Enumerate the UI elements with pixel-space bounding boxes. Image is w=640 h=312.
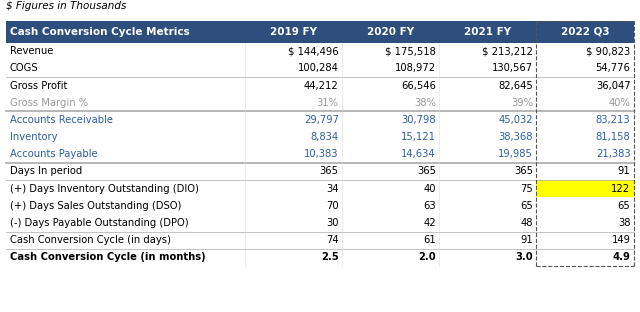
Text: Days In period: Days In period [10, 167, 82, 177]
Text: Accounts Payable: Accounts Payable [10, 149, 97, 159]
Bar [6, 111, 634, 129]
Text: 34: 34 [326, 184, 339, 194]
Text: 66,546: 66,546 [401, 80, 436, 90]
Text: $ 175,518: $ 175,518 [385, 46, 436, 56]
Text: 19,985: 19,985 [499, 149, 533, 159]
Text: 75: 75 [520, 184, 533, 194]
Text: 40: 40 [424, 184, 436, 194]
Text: 81,158: 81,158 [596, 132, 630, 142]
Text: 45,032: 45,032 [499, 115, 533, 125]
Text: 40%: 40% [609, 98, 630, 108]
Text: 149: 149 [611, 235, 630, 245]
Bar [536, 180, 634, 197]
Text: Gross Margin %: Gross Margin % [10, 98, 88, 108]
Text: 21,383: 21,383 [596, 149, 630, 159]
Text: 38: 38 [618, 218, 630, 228]
Bar [536, 21, 634, 266]
Bar [6, 232, 634, 249]
Text: 36,047: 36,047 [596, 80, 630, 90]
Text: Cash Conversion Cycle (in days): Cash Conversion Cycle (in days) [10, 235, 170, 245]
Text: 15,121: 15,121 [401, 132, 436, 142]
Text: 100,284: 100,284 [298, 63, 339, 73]
Text: 91: 91 [520, 235, 533, 245]
Text: 2020 FY: 2020 FY [367, 27, 414, 37]
Bar [6, 180, 634, 197]
Text: 8,834: 8,834 [310, 132, 339, 142]
Text: 83,213: 83,213 [596, 115, 630, 125]
Text: Cash Conversion Cycle (in months): Cash Conversion Cycle (in months) [10, 252, 205, 262]
Text: 65: 65 [618, 201, 630, 211]
Text: Cash Conversion Cycle Metrics: Cash Conversion Cycle Metrics [10, 27, 189, 37]
Bar [6, 146, 634, 163]
Text: Revenue: Revenue [10, 46, 53, 56]
Text: 365: 365 [514, 167, 533, 177]
Text: 30,798: 30,798 [401, 115, 436, 125]
Text: 65: 65 [520, 201, 533, 211]
Text: 365: 365 [417, 167, 436, 177]
Text: 2.5: 2.5 [321, 252, 339, 262]
Text: $ 144,496: $ 144,496 [288, 46, 339, 56]
Text: 108,972: 108,972 [395, 63, 436, 73]
Text: $ 90,823: $ 90,823 [586, 46, 630, 56]
Text: 61: 61 [423, 235, 436, 245]
Text: 74: 74 [326, 235, 339, 245]
Text: 48: 48 [521, 218, 533, 228]
Text: 42: 42 [423, 218, 436, 228]
Bar [6, 197, 634, 214]
Text: 3.0: 3.0 [516, 252, 533, 262]
Text: 39%: 39% [511, 98, 533, 108]
Text: Accounts Receivable: Accounts Receivable [10, 115, 113, 125]
Text: 4.9: 4.9 [612, 252, 630, 262]
Text: 91: 91 [618, 167, 630, 177]
Text: 54,776: 54,776 [596, 63, 630, 73]
Text: (-) Days Payable Outstanding (DPO): (-) Days Payable Outstanding (DPO) [10, 218, 188, 228]
Text: 44,212: 44,212 [304, 80, 339, 90]
Text: 38%: 38% [414, 98, 436, 108]
Text: 122: 122 [611, 184, 630, 194]
Bar [6, 94, 634, 111]
Text: 2022 Q3: 2022 Q3 [561, 27, 609, 37]
Text: 70: 70 [326, 201, 339, 211]
Bar [6, 214, 634, 232]
Text: 365: 365 [320, 167, 339, 177]
Bar [6, 21, 634, 43]
Text: 38,368: 38,368 [499, 132, 533, 142]
Text: $ 213,212: $ 213,212 [483, 46, 533, 56]
Text: 2.0: 2.0 [419, 252, 436, 262]
Text: 2019 FY: 2019 FY [270, 27, 317, 37]
Text: (+) Days Sales Outstanding (DSO): (+) Days Sales Outstanding (DSO) [10, 201, 181, 211]
Bar [6, 129, 634, 146]
Text: 14,634: 14,634 [401, 149, 436, 159]
Text: 130,567: 130,567 [492, 63, 533, 73]
Bar [6, 60, 634, 77]
Text: 29,797: 29,797 [304, 115, 339, 125]
Bar [6, 43, 634, 60]
Text: 10,383: 10,383 [304, 149, 339, 159]
Text: Gross Profit: Gross Profit [10, 80, 67, 90]
Bar [6, 163, 634, 180]
Text: $ Figures in Thousands: $ Figures in Thousands [6, 1, 127, 11]
Text: Inventory: Inventory [10, 132, 57, 142]
Text: 30: 30 [326, 218, 339, 228]
Text: 82,645: 82,645 [499, 80, 533, 90]
Bar [6, 249, 634, 266]
Text: (+) Days Inventory Outstanding (DIO): (+) Days Inventory Outstanding (DIO) [10, 184, 198, 194]
Text: 31%: 31% [317, 98, 339, 108]
Text: 63: 63 [423, 201, 436, 211]
Text: COGS: COGS [10, 63, 38, 73]
Text: 2021 FY: 2021 FY [464, 27, 511, 37]
Bar [6, 77, 634, 94]
